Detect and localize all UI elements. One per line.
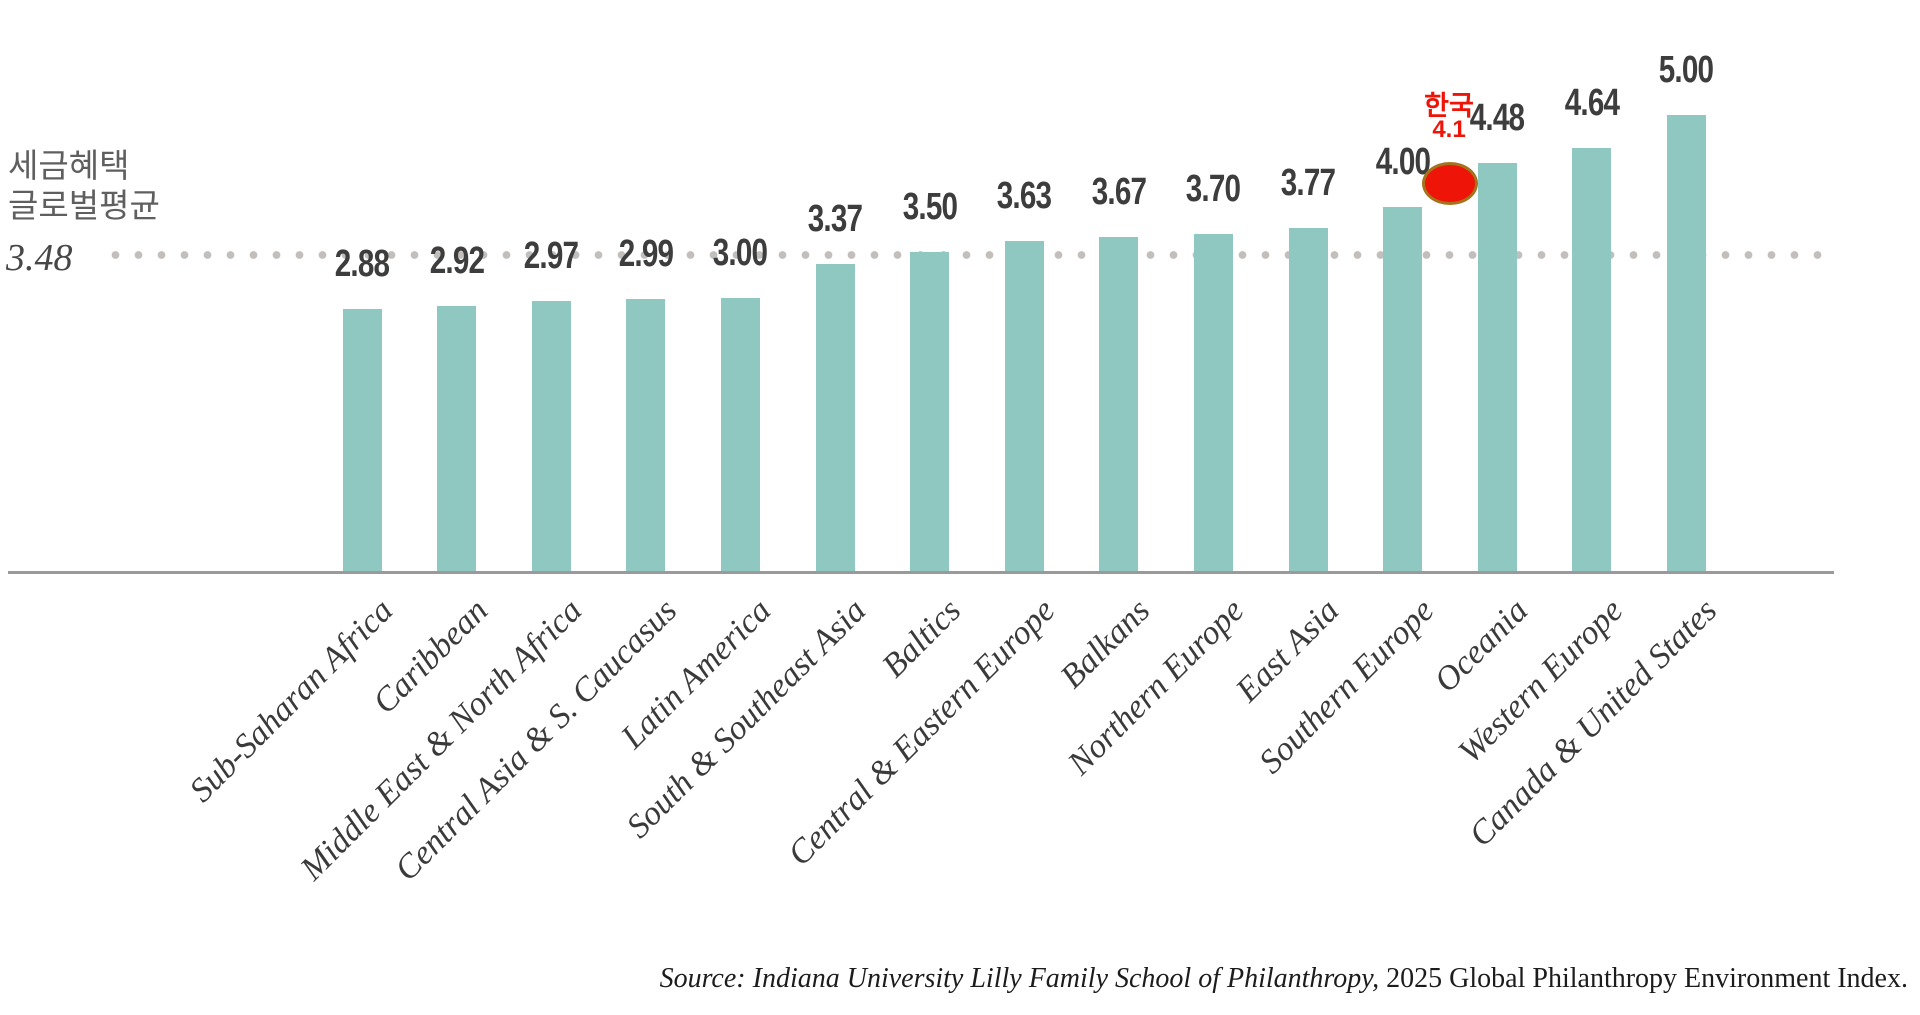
category-label-southern-europe: Southern Europe <box>1251 592 1441 781</box>
bar-value-label-central-eastern-europe: 3.63 <box>996 174 1052 217</box>
category-label-western-europe: Western Europe <box>1451 592 1630 771</box>
bar-value-label-south-southeast-asia: 3.37 <box>807 198 863 241</box>
category-label-balkans: Balkans <box>1053 592 1157 696</box>
bar-southern-europe <box>1383 206 1423 573</box>
bar-value-label-canada-united-states: 5.00 <box>1659 49 1714 91</box>
bar-western-europe <box>1572 147 1612 573</box>
bar-baltics <box>910 252 950 573</box>
bar-latin-america <box>720 298 760 573</box>
bar-value-label-balkans: 3.67 <box>1091 170 1147 213</box>
chart-title: 세금혜택 글로벌평균 <box>8 146 160 226</box>
korea-annotation-value: 4.1 <box>1432 116 1466 143</box>
bar-value-label-latin-america: 3.00 <box>713 232 768 275</box>
category-label-northern-europe: Northern Europe <box>1061 592 1252 783</box>
chart-area: 2.88 2.92 2.97 2.99 3.00 3.37 3.50 3.63 3.67 3.70… <box>334 49 1714 573</box>
bar-value-label-east-asia: 3.77 <box>1280 161 1336 204</box>
category-label-canada-united-states: Canada & United States <box>1462 592 1725 854</box>
korea-data-point <box>1422 162 1478 205</box>
source-citation: Source: Indiana University Lilly Family … <box>660 963 1908 995</box>
bar-central-asia-s-caucasus <box>626 299 666 573</box>
bar-central-eastern-europe <box>1004 240 1044 573</box>
category-label-baltics: Baltics <box>874 592 968 685</box>
category-label-sub-saharan-africa: Sub-Saharan Africa <box>182 592 401 810</box>
source-citation-regular: 2025 Global Philanthropy Environment Ind… <box>1379 963 1908 994</box>
x-axis-line <box>8 571 1834 574</box>
bar-value-label-western-europe: 4.64 <box>1564 81 1620 124</box>
category-label-oceania: Oceania <box>1427 592 1536 700</box>
chart-title-line-2: 글로벌평균 <box>8 187 160 224</box>
bar-value-label-northern-europe: 3.70 <box>1186 168 1241 211</box>
category-label-central-asia-s-caucasus: Central Asia & S. Caucasus <box>387 592 684 889</box>
category-label-central-eastern-europe: Central & Eastern Europe <box>781 592 1063 874</box>
bar-canada-united-states <box>1666 115 1706 573</box>
bar-balkans <box>1099 236 1139 573</box>
bar-south-southeast-asia <box>815 264 855 573</box>
bar-value-label-middle-east-north-africa: 2.97 <box>523 234 579 277</box>
category-label-caribbean: Caribbean <box>365 592 495 722</box>
bar-value-label-southern-europe: 4.00 <box>1375 140 1430 183</box>
bar-value-label-central-asia-s-caucasus: 2.99 <box>618 233 674 276</box>
bar-value-label-oceania: 4.48 <box>1469 96 1525 139</box>
bar-value-label-caribbean: 2.92 <box>429 239 484 282</box>
global-average-value: 3.48 <box>6 237 73 279</box>
global-average-dotted-line <box>104 250 1834 260</box>
bar-northern-europe <box>1193 234 1233 573</box>
bar-caribbean <box>437 305 477 573</box>
bar-value-label-baltics: 3.50 <box>902 186 957 229</box>
category-label-latin-america: Latin America <box>614 592 779 756</box>
source-citation-italic: Source: Indiana University Lilly Family … <box>659 963 1380 994</box>
chart-title-line-1: 세금혜택 <box>8 147 130 184</box>
bar-east-asia <box>1288 227 1328 573</box>
bar-sub-saharan-africa <box>342 309 382 573</box>
bar-middle-east-north-africa <box>531 300 571 573</box>
bar-value-label-sub-saharan-africa: 2.88 <box>334 243 390 286</box>
bar-oceania <box>1477 162 1517 573</box>
category-label-middle-east-north-africa: Middle East & North Africa <box>293 592 590 888</box>
korea-annotation-label: 한국 <box>1424 91 1474 121</box>
